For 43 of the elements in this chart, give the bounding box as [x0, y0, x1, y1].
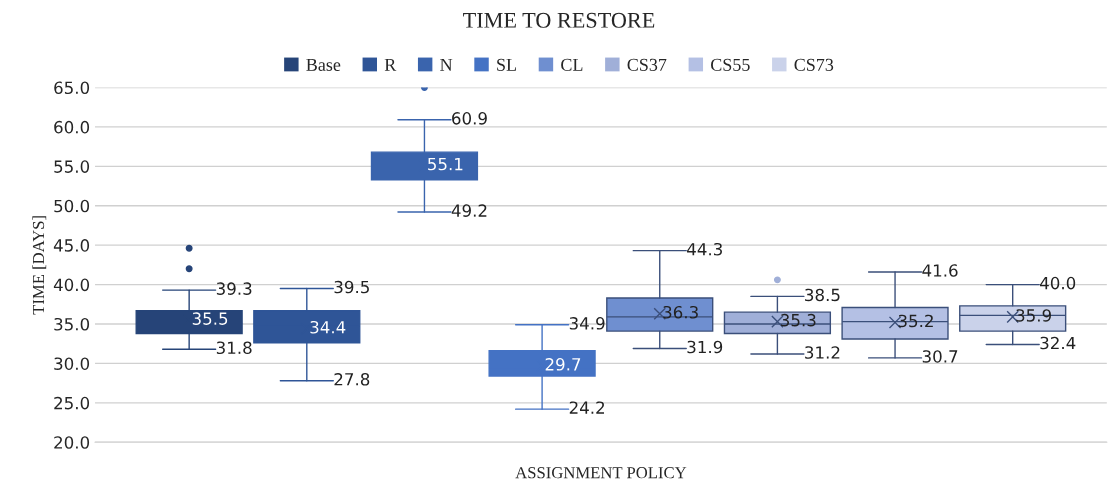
text: 39.5	[334, 280, 369, 294]
y-tick-label: 50.0	[54, 199, 90, 213]
y-tick-label: 30.0	[54, 357, 90, 370]
text: 34.4	[310, 320, 346, 334]
y-tick-label: 40.0	[53, 278, 90, 292]
x-axis-title: ASSIGNMENT POLICY	[515, 467, 687, 479]
y-tick-label: 45.0	[53, 239, 90, 252]
legend-label: CS73	[794, 58, 834, 71]
y-tick-label: 55.0	[54, 160, 90, 173]
legend-label: CS37	[627, 58, 667, 71]
text: 36.3	[663, 305, 698, 319]
text: 44.3	[687, 242, 722, 256]
y-axis-title: TIME [DAYS]	[32, 216, 47, 315]
text: 41.6	[922, 264, 958, 277]
legend-label: Base	[306, 58, 341, 71]
legend-label: R	[384, 58, 397, 71]
text: 27.8	[334, 372, 370, 386]
text: 60.9	[452, 112, 487, 125]
y-tick-label: 60.0	[54, 120, 90, 134]
text: 40.0	[1039, 276, 1076, 290]
text: 31.8	[216, 341, 252, 355]
legend-label: CS55	[711, 58, 750, 71]
y-tick-label: 65.0	[54, 81, 90, 95]
chart-title: TIME TO RESTORE	[463, 12, 655, 28]
text: 38.5	[805, 288, 840, 302]
y-tick-label: 35.0	[54, 317, 90, 331]
text: 39.3	[216, 282, 252, 295]
legend-label: SL	[497, 58, 516, 71]
text: 35.3	[781, 313, 816, 327]
legend-label: N	[440, 58, 453, 71]
text: 30.7	[922, 350, 958, 363]
text: 32.4	[1040, 336, 1076, 350]
y-tick-label: 25.0	[54, 396, 90, 410]
text: 49.2	[451, 204, 487, 217]
text: 29.7	[545, 358, 581, 371]
text: 35.5	[192, 312, 228, 325]
y-tick-label: 20.0	[54, 436, 90, 449]
text: 31.2	[805, 346, 840, 359]
text: 34.9	[569, 317, 605, 330]
text: 24.2	[569, 401, 605, 414]
text: 31.9	[687, 340, 723, 354]
text: 55.1	[428, 157, 463, 171]
legend-label: CL	[561, 58, 583, 71]
